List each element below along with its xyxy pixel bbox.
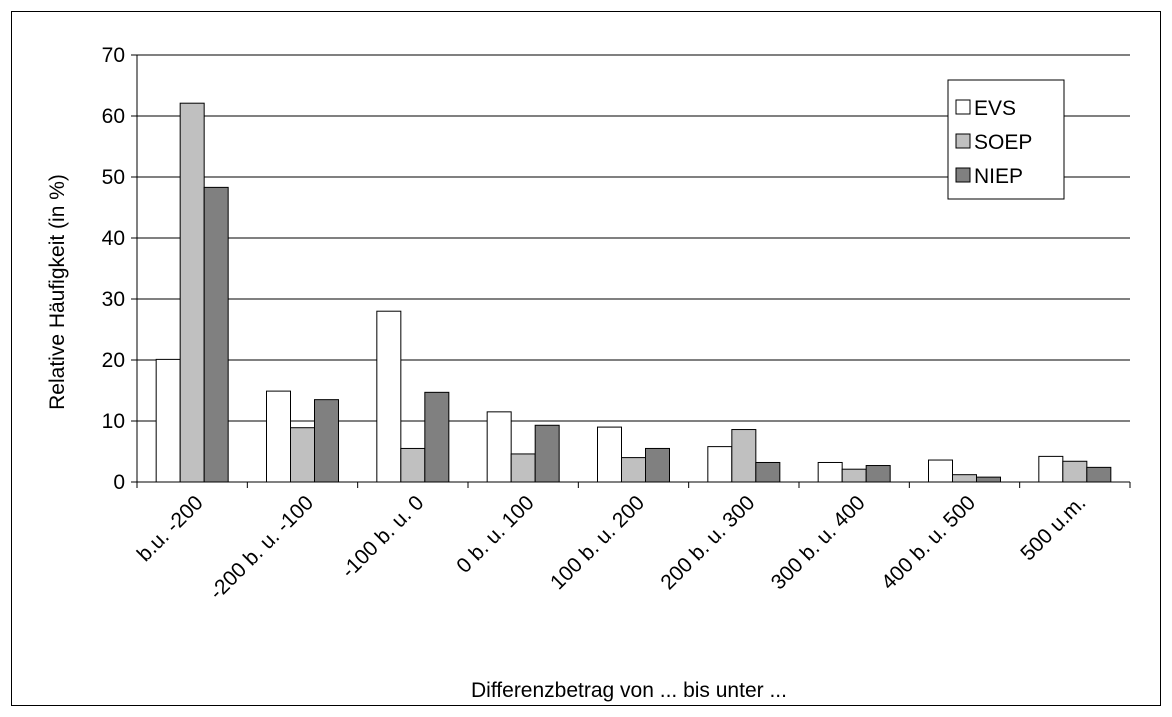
- legend-label-evs: EVS: [974, 97, 1016, 120]
- x-category-label: 300 b. u. 400: [767, 491, 870, 594]
- legend-label-soep: SOEP: [974, 131, 1032, 154]
- bar-evs: [1038, 455, 1064, 483]
- bar-soep: [290, 427, 315, 483]
- y-tick-label: 60: [102, 105, 125, 128]
- bar-niep: [976, 476, 1001, 483]
- legend-swatch-evs: [955, 99, 971, 115]
- y-tick-label: 30: [102, 288, 125, 311]
- bar-evs: [707, 446, 733, 483]
- bar-niep: [865, 465, 891, 483]
- legend-swatch-soep: [955, 133, 971, 149]
- bar-soep: [179, 102, 205, 483]
- bar-soep: [731, 429, 757, 483]
- bar-soep: [400, 447, 426, 483]
- bar-evs: [155, 358, 181, 483]
- y-tick-labels: 0 10 20 30 40 50 60 70: [102, 44, 125, 494]
- bar-niep: [203, 186, 229, 483]
- x-category-labels: b.u. -200-200 b. u. -100 -100 b. u. 0 0 b.…: [133, 491, 1091, 604]
- bar-evs: [376, 310, 402, 483]
- y-tick-label: 40: [102, 227, 125, 250]
- bar-evs: [266, 390, 291, 483]
- bar-evs: [597, 426, 622, 483]
- bar-soep: [510, 453, 536, 483]
- x-category-label: -200 b. u. -100: [205, 491, 318, 604]
- y-tick-label: 20: [102, 349, 125, 372]
- bars: [155, 102, 1112, 483]
- legend: EVS SOEP NIEP: [947, 79, 1065, 200]
- bar-niep: [1086, 466, 1112, 483]
- x-category-label: 400 b. u. 500: [877, 491, 980, 594]
- bar-evs: [928, 459, 953, 483]
- bar-niep: [534, 424, 560, 483]
- bar-niep: [314, 399, 339, 483]
- axes: [131, 54, 1131, 488]
- y-tick-label: 0: [113, 471, 125, 494]
- x-category-label: -100 b. u. 0: [337, 491, 428, 582]
- y-tick-label: 50: [102, 166, 125, 189]
- x-category-label: b.u. -200: [133, 491, 208, 566]
- y-tick-label: 70: [102, 44, 125, 67]
- y-axis-title: Relative Häufigkeit (in %): [46, 174, 69, 410]
- bar-soep: [952, 474, 977, 483]
- bar-niep: [755, 461, 781, 483]
- x-axis-title: Differenzbetrag von ... bis unter ...: [471, 679, 787, 702]
- legend-swatch-niep: [955, 167, 971, 183]
- legend-label-niep: NIEP: [974, 165, 1023, 188]
- bar-soep: [621, 457, 646, 483]
- x-category-label: 100 b. u. 200: [546, 491, 649, 594]
- bar-niep: [424, 391, 450, 483]
- bar-evs: [817, 461, 843, 483]
- bar-soep: [1062, 460, 1088, 483]
- x-category-label: 0 b. u. 100: [452, 491, 538, 577]
- bar-niep: [645, 447, 670, 483]
- bar-soep: [841, 468, 867, 483]
- y-tick-label: 10: [102, 410, 125, 433]
- bar-evs: [486, 411, 512, 483]
- x-category-label: 200 b. u. 300: [656, 491, 759, 594]
- x-category-label: 500 u.m.: [1016, 491, 1090, 565]
